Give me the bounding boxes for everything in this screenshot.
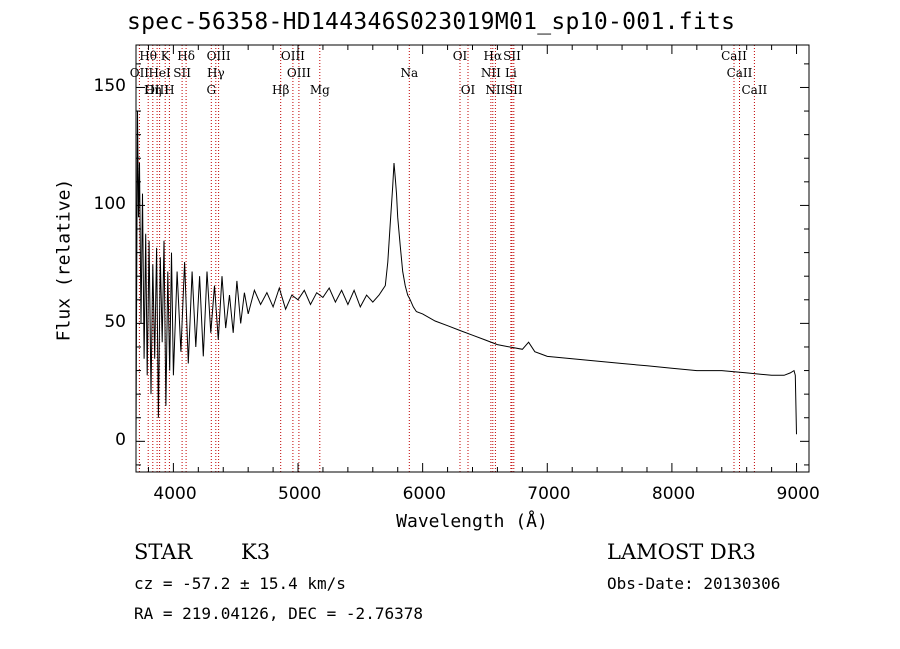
x-tick-label-1: 5000 <box>278 484 322 504</box>
line-label-7: SII <box>503 49 521 63</box>
line-label-4: OIII <box>280 49 305 63</box>
coordinates: RA = 219.04126, DEC = -2.76378 <box>134 604 423 623</box>
line-label-25: NII <box>485 83 506 97</box>
x-tick-label-5: 9000 <box>776 484 820 504</box>
line-label-23: Mg <box>309 83 330 97</box>
line-label-22: Hβ <box>271 83 290 97</box>
x-axis-label: Wavelength (Å) <box>396 511 548 532</box>
y-tick-label-0: 0 <box>115 430 126 451</box>
axis-ticks <box>136 45 809 472</box>
redshift-velocity: cz = -57.2 ± 15.4 km/s <box>134 574 346 593</box>
chart-title: spec-56358-HD144346S023019M01_sp10-001.f… <box>127 9 736 35</box>
line-label-6: Hα <box>483 49 503 63</box>
line-label-14: Na <box>400 66 419 80</box>
line-label-13: OIII <box>286 66 311 80</box>
line-label-9: OII <box>129 66 150 80</box>
y-tick-label-3: 150 <box>93 76 126 97</box>
line-label-10: HeI <box>148 66 171 80</box>
line-label-2: Hδ <box>177 49 195 63</box>
line-label-24: OI <box>460 83 476 97</box>
plot-frame <box>135 44 810 473</box>
object-class: STAR <box>134 540 193 564</box>
observation-date: Obs-Date: 20130306 <box>607 574 781 593</box>
x-tick-label-0: 4000 <box>153 484 197 504</box>
x-tick-label-4: 8000 <box>651 484 696 504</box>
x-tick-label-2: 6000 <box>402 484 446 504</box>
line-label-27: CaII <box>741 83 768 97</box>
line-label-21: G <box>206 83 217 97</box>
line-markers <box>138 45 755 472</box>
y-axis-label: Flux (relative) <box>53 178 75 342</box>
line-label-1: K <box>160 49 170 63</box>
object-subclass: K3 <box>241 540 271 564</box>
line-label-12: Hγ <box>206 66 225 80</box>
flux-series <box>135 111 797 442</box>
line-label-8: CaII <box>721 49 747 63</box>
line-label-26: SII <box>504 83 523 97</box>
line-label-18: OIII <box>145 83 170 97</box>
survey-name: LAMOST DR3 <box>607 540 756 564</box>
line-label-15: NII <box>480 66 501 80</box>
line-label-17: CaII <box>726 66 753 80</box>
line-label-5: OI <box>452 49 468 63</box>
line-label-0: Hθ <box>139 49 158 63</box>
line-label-16: Li <box>504 66 517 80</box>
flux-line <box>135 111 797 442</box>
line-label-19: Hη <box>143 83 162 97</box>
line-label-11: SII <box>173 66 191 80</box>
y-tick-label-2: 100 <box>93 194 126 215</box>
line-label-3: OIII <box>206 49 231 63</box>
y-tick-label-1: 50 <box>104 312 126 333</box>
x-tick-label-3: 7000 <box>527 484 571 504</box>
line-label-20: H <box>164 83 175 97</box>
